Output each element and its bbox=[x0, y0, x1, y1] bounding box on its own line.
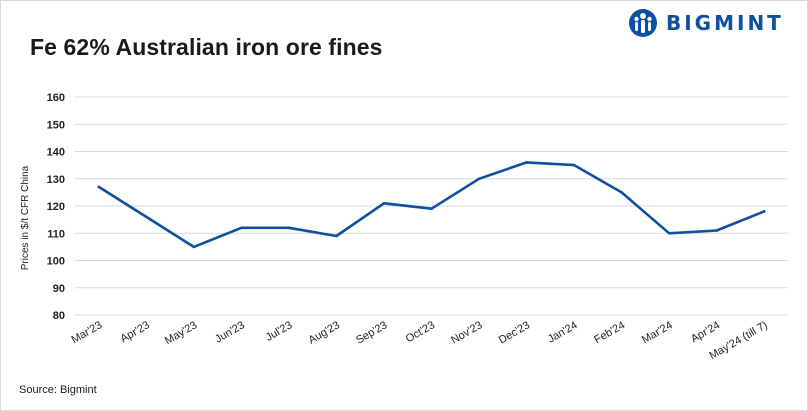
y-tick-label: 110 bbox=[47, 228, 65, 240]
x-tick-label: Oct'23 bbox=[404, 319, 437, 345]
data-point bbox=[430, 207, 433, 211]
x-tick-label: Apr'23 bbox=[119, 319, 152, 345]
data-point bbox=[667, 231, 671, 235]
series-line bbox=[97, 161, 766, 249]
gridlines bbox=[75, 96, 788, 316]
data-point bbox=[715, 229, 718, 232]
x-tick-label: Nov'23 bbox=[449, 319, 484, 346]
chart-title: Fe 62% Australian iron ore fines bbox=[30, 34, 383, 60]
y-tick-label: 130 bbox=[47, 174, 65, 186]
brand-name: BIGMINT bbox=[666, 11, 784, 35]
x-tick-label: Sep'23 bbox=[354, 319, 389, 346]
data-point bbox=[382, 201, 386, 205]
x-tick-label: Feb'24 bbox=[592, 319, 627, 346]
y-tick-label: 80 bbox=[53, 310, 65, 322]
data-point bbox=[287, 226, 291, 230]
y-tick-label: 90 bbox=[53, 283, 65, 295]
x-tick-label: Mar'23 bbox=[69, 319, 104, 346]
x-tick-label: Aug'23 bbox=[307, 319, 342, 346]
data-point bbox=[525, 161, 528, 164]
data-point bbox=[572, 163, 576, 167]
data-point bbox=[620, 191, 623, 194]
y-tick-label: 150 bbox=[47, 119, 65, 131]
x-tick-label: Jan'24 bbox=[546, 319, 580, 345]
x-tick-label: May'23 bbox=[163, 319, 199, 347]
y-tick-label: 100 bbox=[47, 256, 65, 268]
x-tick-label: Jul'23 bbox=[264, 319, 295, 344]
y-tick-label: 160 bbox=[47, 92, 65, 104]
x-tick-label: Apr'24 bbox=[689, 319, 722, 345]
data-point bbox=[335, 234, 338, 238]
bigmint-logo-icon bbox=[629, 9, 657, 37]
x-tick-label: Mar'24 bbox=[640, 319, 675, 346]
brand-logo: BIGMINT bbox=[628, 8, 784, 38]
data-point bbox=[477, 177, 481, 181]
data-point bbox=[240, 226, 243, 230]
series-group bbox=[97, 161, 766, 249]
data-point bbox=[192, 245, 196, 249]
x-axis-ticks: Mar'23 Apr'23 May'23 Jun'23 Jul'23 Aug'23 Sep'… bbox=[69, 319, 769, 362]
y-tick-label: 120 bbox=[47, 201, 65, 213]
data-point bbox=[762, 210, 766, 213]
data-point bbox=[145, 215, 148, 219]
source-note: Source: Bigmint bbox=[19, 384, 97, 396]
x-tick-label: Dec'23 bbox=[497, 319, 532, 346]
y-axis-label: Prices in $/t CFR China bbox=[20, 165, 31, 270]
x-tick-label: Jun'23 bbox=[213, 319, 247, 345]
y-tick-label: 140 bbox=[47, 147, 65, 159]
y-axis-ticks: 80 90 100 110 120 130 140 150 160 bbox=[47, 92, 65, 322]
data-point bbox=[97, 185, 101, 189]
